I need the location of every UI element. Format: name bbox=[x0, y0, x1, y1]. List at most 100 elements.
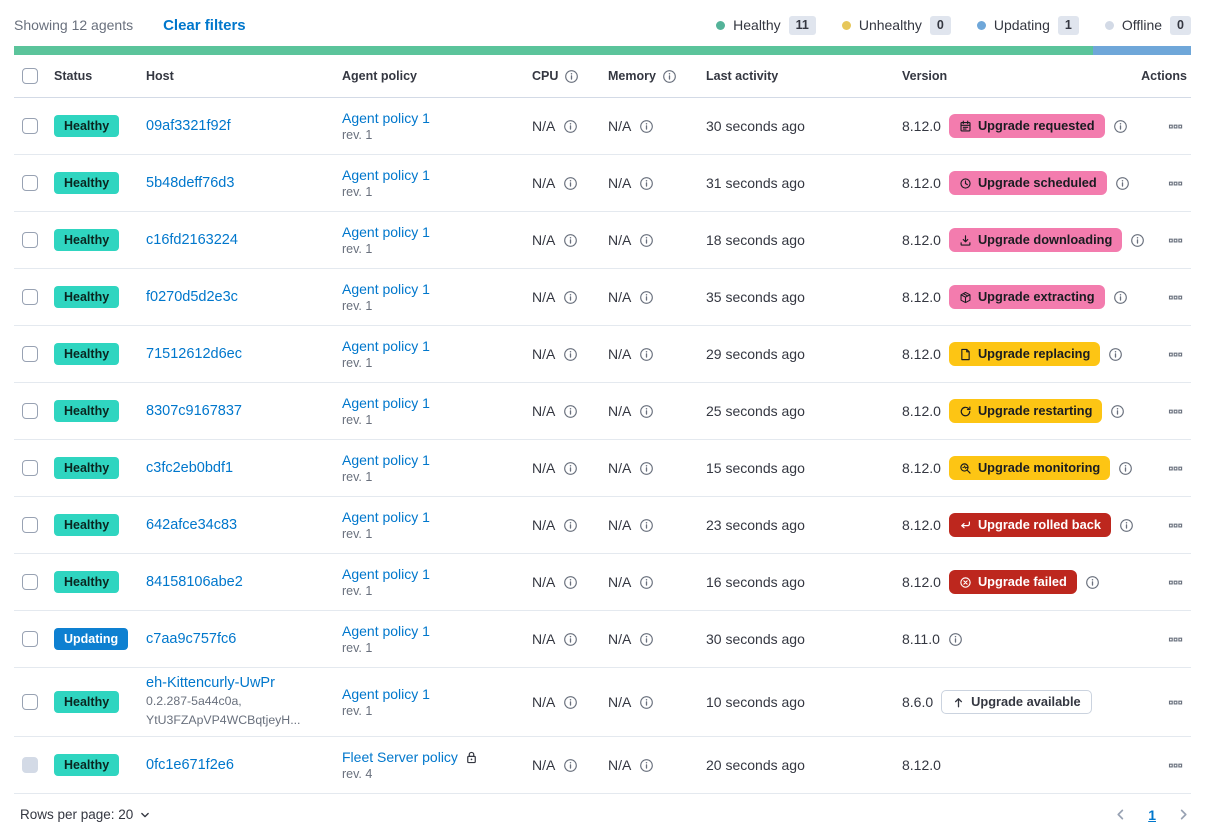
next-page-button[interactable] bbox=[1176, 807, 1191, 822]
agent-policy-link[interactable]: Agent policy 1 bbox=[342, 224, 430, 240]
info-icon[interactable] bbox=[1108, 347, 1123, 362]
info-icon[interactable] bbox=[563, 347, 578, 362]
info-icon[interactable] bbox=[563, 575, 578, 590]
row-checkbox[interactable] bbox=[22, 460, 38, 476]
row-checkbox[interactable] bbox=[22, 517, 38, 533]
agent-policy-link[interactable]: Agent policy 1 bbox=[342, 110, 430, 126]
info-icon[interactable] bbox=[563, 632, 578, 647]
host-link[interactable]: 5b48deff76d3 bbox=[146, 175, 235, 191]
info-icon[interactable] bbox=[948, 632, 963, 647]
row-checkbox[interactable] bbox=[22, 346, 38, 362]
agent-policy-link[interactable]: Agent policy 1 bbox=[342, 566, 430, 582]
row-actions-button[interactable] bbox=[1164, 115, 1187, 138]
info-icon[interactable] bbox=[639, 233, 654, 248]
select-all-checkbox[interactable] bbox=[22, 68, 38, 84]
agent-policy-link[interactable]: Agent policy 1 bbox=[342, 338, 430, 354]
info-icon[interactable] bbox=[639, 518, 654, 533]
info-icon[interactable] bbox=[639, 461, 654, 476]
row-checkbox[interactable] bbox=[22, 694, 38, 710]
row-actions-button[interactable] bbox=[1164, 400, 1187, 423]
row-checkbox[interactable] bbox=[22, 289, 38, 305]
info-icon[interactable] bbox=[1110, 404, 1125, 419]
row-actions-button[interactable] bbox=[1164, 754, 1187, 777]
upgrade-status-badge[interactable]: Upgrade scheduled bbox=[948, 171, 1107, 195]
row-checkbox[interactable] bbox=[22, 403, 38, 419]
info-icon[interactable] bbox=[563, 404, 578, 419]
host-link[interactable]: 09af3321f92f bbox=[146, 118, 231, 134]
info-icon[interactable] bbox=[639, 695, 654, 710]
row-checkbox[interactable] bbox=[22, 175, 38, 191]
host-link[interactable]: eh-Kittencurly-UwPr bbox=[146, 675, 275, 692]
info-icon[interactable] bbox=[639, 758, 654, 773]
info-icon[interactable] bbox=[639, 404, 654, 419]
info-icon[interactable] bbox=[563, 461, 578, 476]
info-icon[interactable] bbox=[1118, 461, 1133, 476]
upgrade-status-badge[interactable]: Upgrade requested bbox=[948, 114, 1105, 138]
row-actions-button[interactable] bbox=[1164, 343, 1187, 366]
row-checkbox[interactable] bbox=[22, 631, 38, 647]
info-icon[interactable] bbox=[1130, 233, 1145, 248]
clear-filters-link[interactable]: Clear filters bbox=[163, 16, 246, 34]
host-link[interactable]: f0270d5d2e3c bbox=[146, 289, 238, 305]
row-checkbox[interactable] bbox=[22, 232, 38, 248]
info-icon[interactable] bbox=[563, 119, 578, 134]
info-icon[interactable] bbox=[1115, 176, 1130, 191]
agent-policy-link[interactable]: Agent policy 1 bbox=[342, 509, 430, 525]
status-badge: Healthy bbox=[54, 571, 120, 593]
info-icon[interactable] bbox=[563, 518, 578, 533]
host-link[interactable]: 642afce34c83 bbox=[146, 517, 238, 533]
upgrade-status-badge[interactable]: Upgrade rolled back bbox=[948, 513, 1111, 537]
agent-policy-link[interactable]: Agent policy 1 bbox=[342, 623, 430, 639]
info-icon[interactable] bbox=[564, 69, 579, 84]
info-icon[interactable] bbox=[639, 176, 654, 191]
agent-policy-link[interactable]: Agent policy 1 bbox=[342, 281, 430, 297]
row-actions-button[interactable] bbox=[1164, 172, 1187, 195]
row-actions-button[interactable] bbox=[1164, 514, 1187, 537]
info-icon[interactable] bbox=[662, 69, 677, 84]
agent-policy-link[interactable]: Agent policy 1 bbox=[342, 686, 430, 702]
info-icon[interactable] bbox=[1085, 575, 1100, 590]
info-icon[interactable] bbox=[563, 695, 578, 710]
host-link[interactable]: 0fc1e671f2e6 bbox=[146, 757, 234, 773]
row-checkbox[interactable] bbox=[22, 118, 38, 134]
host-link[interactable]: c7aa9c757fc6 bbox=[146, 631, 237, 647]
upgrade-status-badge[interactable]: Upgrade downloading bbox=[948, 228, 1123, 252]
info-icon[interactable] bbox=[563, 176, 578, 191]
row-actions-button[interactable] bbox=[1164, 628, 1187, 651]
row-actions-button[interactable] bbox=[1164, 229, 1187, 252]
info-icon[interactable] bbox=[1113, 290, 1128, 305]
agent-policy-link[interactable]: Agent policy 1 bbox=[342, 395, 430, 411]
upgrade-status-badge[interactable]: Upgrade restarting bbox=[948, 399, 1103, 423]
row-actions-button[interactable] bbox=[1164, 571, 1187, 594]
info-icon[interactable] bbox=[563, 233, 578, 248]
row-checkbox[interactable] bbox=[22, 574, 38, 590]
agent-policy-link[interactable]: Agent policy 1 bbox=[342, 167, 430, 183]
row-actions-button[interactable] bbox=[1164, 691, 1187, 714]
upgrade-status-badge[interactable]: Upgrade available bbox=[941, 690, 1092, 714]
info-icon[interactable] bbox=[639, 575, 654, 590]
previous-page-button[interactable] bbox=[1113, 807, 1128, 822]
page-number-1[interactable]: 1 bbox=[1148, 806, 1156, 823]
host-link[interactable]: c16fd2163224 bbox=[146, 232, 238, 248]
host-link[interactable]: 8307c9167837 bbox=[146, 403, 242, 419]
info-icon[interactable] bbox=[639, 290, 654, 305]
agent-policy-link[interactable]: Agent policy 1 bbox=[342, 452, 430, 468]
row-actions-button[interactable] bbox=[1164, 286, 1187, 309]
info-icon[interactable] bbox=[639, 347, 654, 362]
host-link[interactable]: c3fc2eb0bdf1 bbox=[146, 460, 234, 476]
upgrade-status-badge[interactable]: Upgrade extracting bbox=[948, 285, 1105, 309]
agent-policy-link[interactable]: Fleet Server policy bbox=[342, 749, 458, 765]
info-icon[interactable] bbox=[563, 758, 578, 773]
info-icon[interactable] bbox=[639, 632, 654, 647]
info-icon[interactable] bbox=[639, 119, 654, 134]
host-link[interactable]: 71512612d6ec bbox=[146, 346, 242, 362]
upgrade-status-badge[interactable]: Upgrade failed bbox=[948, 570, 1077, 594]
rows-per-page-button[interactable]: Rows per page: 20 bbox=[14, 806, 157, 823]
info-icon[interactable] bbox=[563, 290, 578, 305]
upgrade-status-badge[interactable]: Upgrade replacing bbox=[948, 342, 1101, 366]
info-icon[interactable] bbox=[1119, 518, 1134, 533]
row-actions-button[interactable] bbox=[1164, 457, 1187, 480]
host-link[interactable]: 84158106abe2 bbox=[146, 574, 243, 590]
upgrade-status-badge[interactable]: Upgrade monitoring bbox=[948, 456, 1111, 480]
info-icon[interactable] bbox=[1113, 119, 1128, 134]
